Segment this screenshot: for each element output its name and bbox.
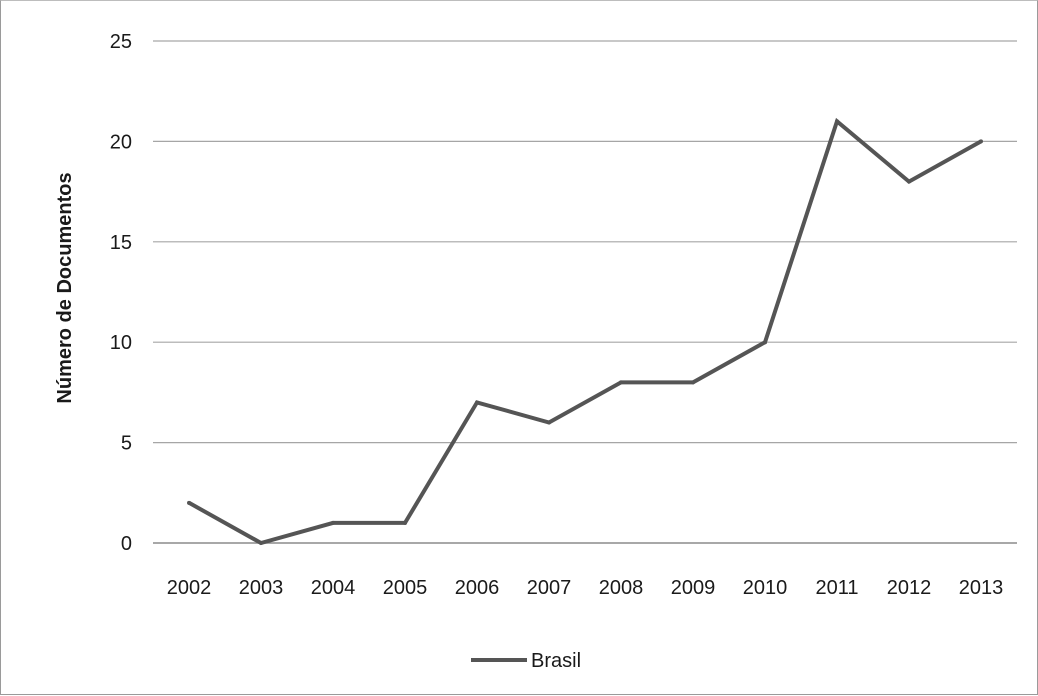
- x-tick-label: 2013: [959, 577, 1004, 599]
- data-point: [187, 500, 191, 505]
- x-tick-label: 2010: [743, 577, 788, 599]
- x-tick-label: 2005: [383, 577, 428, 599]
- data-point: [835, 119, 839, 124]
- y-tick-label: 25: [110, 31, 132, 53]
- data-point: [979, 139, 983, 144]
- data-point: [907, 179, 911, 184]
- y-tick-label: 5: [121, 433, 132, 455]
- y-axis-title: Número de Documentos: [54, 172, 76, 403]
- y-axis-ticks: 0 5 10 15 20 25: [110, 31, 132, 555]
- x-tick-label: 2004: [311, 577, 356, 599]
- x-tick-label: 2002: [167, 577, 212, 599]
- y-tick-label: 10: [110, 332, 132, 354]
- data-point: [619, 380, 623, 385]
- series-layer: [187, 117, 983, 546]
- series-line-brasil: [188, 117, 982, 546]
- x-tick-label: 2009: [671, 577, 716, 599]
- data-point: [259, 541, 263, 545]
- x-tick-label: 2012: [887, 577, 932, 599]
- data-point: [403, 520, 407, 525]
- data-point: [331, 520, 335, 525]
- y-tick-label: 0: [121, 533, 132, 555]
- x-tick-label: 2006: [455, 577, 500, 599]
- legend: Brasil: [471, 650, 581, 672]
- legend-label-brasil: Brasil: [531, 650, 581, 672]
- data-point: [763, 340, 767, 345]
- x-tick-label: 2007: [527, 577, 572, 599]
- y-tick-label: 15: [110, 232, 132, 254]
- x-axis-ticks: 2002 2003 2004 2005 2006 2007 2008 2009 2010 2011…: [167, 577, 1004, 599]
- x-tick-label: 2003: [239, 577, 284, 599]
- data-point: [691, 380, 695, 385]
- x-tick-label: 2008: [599, 577, 644, 599]
- data-point: [475, 400, 479, 405]
- y-tick-label: 20: [110, 131, 132, 153]
- gridlines: [153, 40, 1017, 544]
- data-point: [547, 420, 551, 425]
- x-tick-label: 2011: [815, 577, 858, 599]
